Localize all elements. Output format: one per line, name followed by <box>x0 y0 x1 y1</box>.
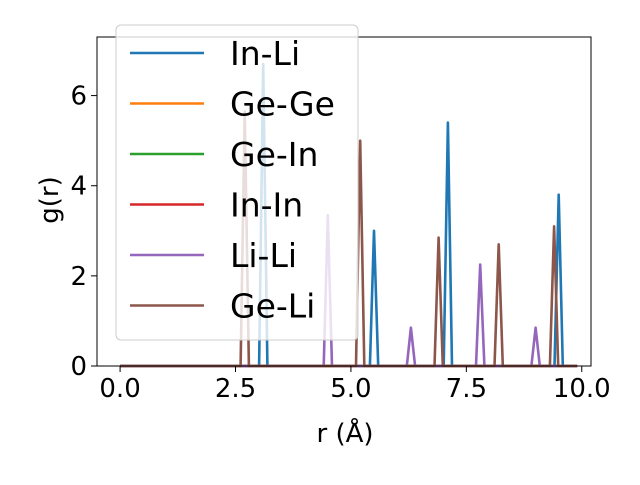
x-tick-label: 7.5 <box>446 374 487 404</box>
y-axis-ticks: 0 2 4 6 <box>70 82 97 382</box>
y-tick-label: 2 <box>70 262 87 292</box>
y-tick-label: 4 <box>70 172 87 202</box>
y-tick-label: 0 <box>70 352 87 382</box>
y-tick-label: 6 <box>70 82 87 112</box>
legend-label-ge-ge: Ge-Ge <box>230 85 335 124</box>
legend: In-Li Ge-Ge Ge-In In-In Li-Li Ge-Li <box>115 24 359 341</box>
legend-label-in-li: In-Li <box>230 34 300 73</box>
x-axis-label: r (Å) <box>316 417 373 449</box>
x-tick-label: 0.0 <box>99 374 140 404</box>
x-tick-label: 2.5 <box>215 374 256 404</box>
legend-label-li-li: Li-Li <box>230 236 297 275</box>
legend-label-ge-li: Ge-Li <box>230 287 315 326</box>
x-tick-label: 10.0 <box>553 374 611 404</box>
x-tick-label: 5.0 <box>330 374 371 404</box>
y-axis-label: g(r) <box>35 176 65 223</box>
x-axis-ticks: 0.0 2.5 5.0 7.5 10.0 <box>99 366 611 404</box>
legend-label-ge-in: Ge-In <box>230 135 318 174</box>
legend-label-in-in: In-In <box>230 186 303 225</box>
